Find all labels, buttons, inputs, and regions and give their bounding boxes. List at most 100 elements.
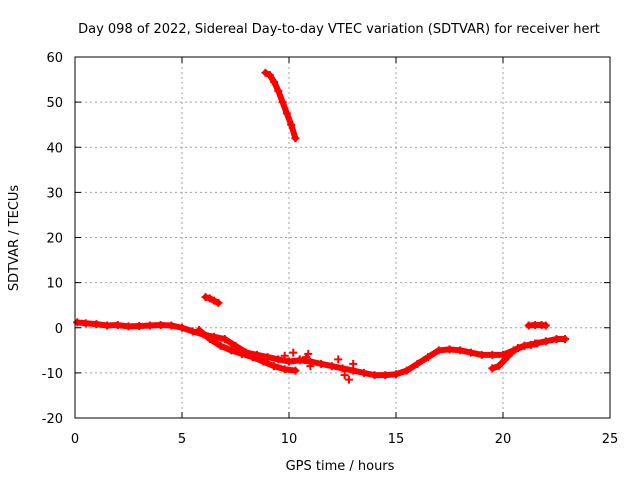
y-tick-label: -20: [42, 412, 63, 427]
data-point: [227, 346, 236, 355]
y-tick-label: 20: [46, 232, 63, 247]
data-point: [317, 359, 326, 368]
data-point: [274, 355, 283, 364]
x-tick-label: 20: [495, 432, 512, 447]
data-point: [334, 355, 343, 364]
data-point: [306, 362, 315, 371]
data-point: [282, 109, 291, 118]
data-point: [103, 321, 112, 330]
data-point: [349, 359, 358, 368]
data-point: [124, 322, 133, 331]
data-point: [231, 341, 240, 350]
data-point: [205, 294, 214, 303]
x-axis-label: GPS time / hours: [286, 459, 395, 474]
data-point: [402, 366, 411, 375]
data-point: [488, 350, 497, 359]
data-point: [552, 335, 561, 344]
series-small-segment-21h: [524, 321, 550, 330]
data-point: [280, 351, 289, 360]
grid-lines: [75, 57, 610, 418]
data-point: [434, 346, 443, 355]
series-main-trace-lower: [195, 326, 300, 375]
data-point: [220, 335, 229, 344]
data-point: [541, 337, 550, 346]
data-point: [370, 371, 379, 380]
data-point: [263, 353, 272, 362]
data-point: [359, 368, 368, 377]
data-point: [340, 371, 349, 380]
data-point: [237, 349, 246, 358]
x-tick-label: 0: [71, 432, 79, 447]
data-point: [216, 341, 225, 350]
data-point: [513, 344, 522, 353]
data-point: [392, 370, 400, 379]
data-point: [270, 362, 279, 371]
data-point: [501, 355, 510, 364]
data-point: [488, 364, 497, 373]
data-point: [381, 371, 390, 380]
chart-title: Day 098 of 2022, Sidereal Day-to-day VTE…: [78, 22, 600, 37]
data-point: [338, 364, 347, 373]
data-point: [466, 348, 475, 357]
x-tick-label: 25: [602, 432, 619, 447]
data-point: [278, 98, 287, 107]
data-point: [270, 77, 279, 86]
series-late-trace-lower: [488, 339, 542, 373]
data-point: [265, 71, 274, 80]
series-main-trace-upper: [73, 318, 570, 380]
data-point: [344, 375, 353, 384]
y-tick-labels: -20 -10 0 10 20 30 40 50 60: [42, 51, 610, 427]
x-tick-label: 15: [388, 432, 405, 447]
data-point: [494, 362, 503, 371]
data-point: [167, 321, 176, 330]
series-scatter-clusters: [280, 348, 358, 384]
series-line: [196, 327, 299, 374]
series-high-arc: [261, 68, 300, 143]
data-point: [259, 357, 268, 366]
data-point: [287, 120, 296, 129]
data-point: [445, 345, 454, 354]
data-point: [304, 349, 313, 358]
y-tick-label: 30: [46, 186, 63, 201]
data-point: [113, 321, 122, 330]
y-tick-label: 40: [46, 141, 63, 156]
data-point: [349, 366, 358, 375]
y-axis-label: SDTVAR / TECUs: [7, 185, 22, 292]
data-point: [533, 339, 542, 348]
data-point: [195, 326, 204, 335]
data-point: [188, 327, 197, 336]
data-point: [261, 68, 270, 77]
data-point: [214, 298, 223, 307]
x-tick-label: 10: [281, 432, 298, 447]
data-point: [248, 353, 257, 362]
data-point: [274, 86, 283, 95]
data-point: [205, 335, 214, 344]
data-point: [291, 134, 300, 143]
data-point: [477, 350, 486, 359]
series-small-segment-6h: [201, 293, 223, 307]
data-point: [541, 321, 550, 330]
data-point: [289, 348, 298, 357]
data-point: [291, 366, 300, 375]
data-point: [424, 353, 433, 362]
data-point: [413, 359, 422, 368]
data-point: [81, 319, 90, 328]
data-point: [145, 321, 154, 330]
data-point: [561, 335, 570, 344]
data-point: [526, 340, 535, 349]
x-tick-labels: 0 5 10 15 20 25: [71, 57, 618, 447]
data-point: [201, 293, 210, 302]
y-tick-label: 10: [46, 277, 63, 292]
data-point: [135, 321, 144, 330]
data-point: [285, 357, 293, 366]
data-point: [156, 321, 165, 330]
y-tick-label: -10: [42, 367, 63, 382]
data-point: [507, 348, 516, 357]
y-tick-label: 60: [46, 51, 63, 66]
x-tick-label: 5: [178, 432, 186, 447]
y-tick-label: 50: [46, 96, 63, 111]
data-points: [73, 68, 570, 384]
data-point: [456, 346, 465, 355]
y-tick-label: 0: [55, 322, 63, 337]
